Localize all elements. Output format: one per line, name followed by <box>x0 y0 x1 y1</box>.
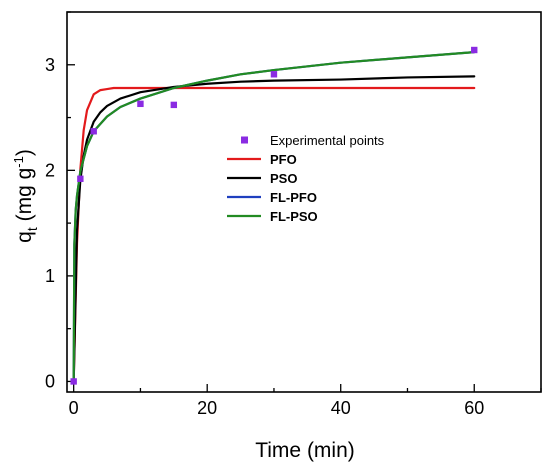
legend-label-4: FL-PSO <box>270 209 318 224</box>
experimental-point <box>270 71 278 78</box>
x-tick-label: 60 <box>464 398 484 418</box>
series-line-4 <box>72 51 476 383</box>
y-axis-title-unit-suffix: ) <box>13 149 36 156</box>
y-axis-title-unit-prefix: (mg g <box>13 168 36 228</box>
series-line-2 <box>72 75 476 383</box>
legend-label-0: Experimental points <box>270 133 385 148</box>
x-axis-ticks: 0 20 40 60 <box>69 384 542 418</box>
series-points <box>70 46 478 385</box>
legend-label-2: PSO <box>270 171 297 186</box>
experimental-point <box>70 378 77 385</box>
series-lines <box>72 51 476 383</box>
series-line-1 <box>72 86 476 383</box>
experimental-point <box>471 46 478 54</box>
y-axis-ticks: 0 1 2 3 <box>45 11 75 391</box>
x-tick-label: 0 <box>69 398 79 418</box>
y-axis-title-base: q <box>13 231 36 243</box>
experimental-point <box>77 175 84 182</box>
x-axis-title: Time (min) <box>255 439 355 462</box>
experimental-point <box>170 101 178 109</box>
x-tick-label: 40 <box>331 398 351 418</box>
y-tick-label: 1 <box>45 266 55 286</box>
plot-border <box>66 11 542 393</box>
experimental-point <box>137 100 144 108</box>
legend-marker-experimental <box>241 136 248 144</box>
experimental-point <box>90 128 97 135</box>
y-axis-title-superscript: -1 <box>11 156 26 168</box>
x-tick-label: 20 <box>197 398 217 418</box>
legend-label-1: PFO <box>270 152 297 167</box>
y-tick-label: 0 <box>45 371 55 391</box>
legend: Experimental points PFO PSO FL-PFO FL-PSO <box>227 133 385 224</box>
legend-label-3: FL-PFO <box>270 190 317 205</box>
y-axis-title-subscript: t <box>24 227 40 231</box>
plot-frame <box>66 11 542 393</box>
y-tick-label: 3 <box>45 55 55 75</box>
y-axis-title: qt (mg g-1) <box>11 149 40 243</box>
y-tick-label: 2 <box>45 160 55 180</box>
